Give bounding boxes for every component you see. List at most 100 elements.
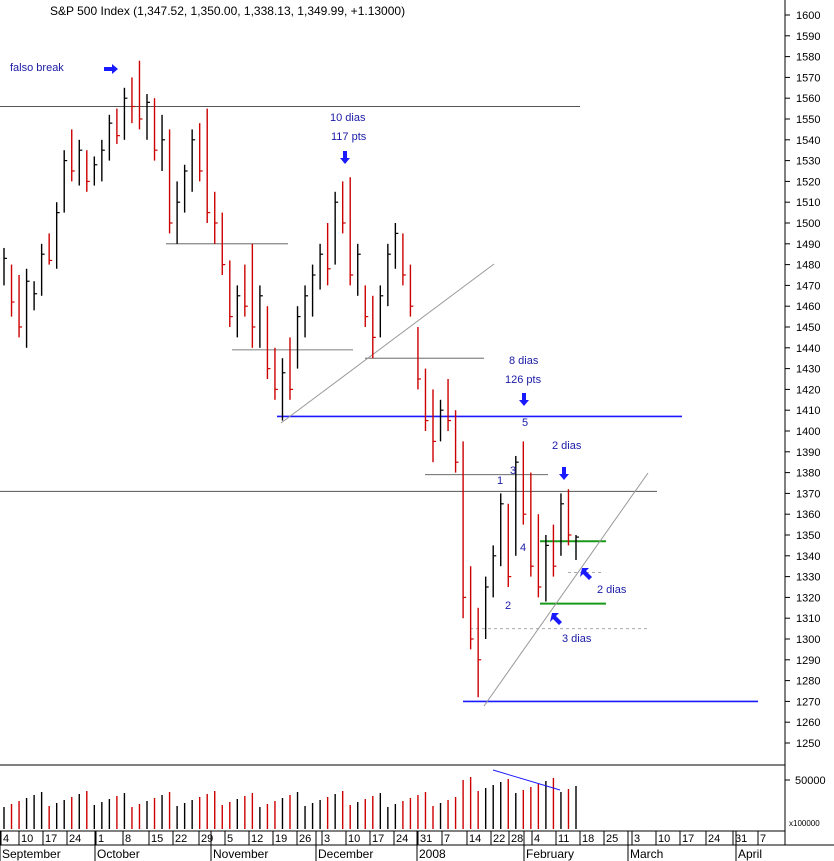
price-tick-label: 1580 (796, 52, 820, 64)
price-tick-label: 1530 (796, 156, 820, 168)
price-tick-label: 1420 (796, 384, 820, 396)
wave-1-label: 1 (497, 475, 503, 487)
down-arrow-icon (519, 393, 529, 406)
trend-line (280, 263, 495, 424)
price-tick-label: 1480 (796, 260, 820, 272)
price-tick-label: 1540 (796, 135, 820, 147)
annotations: falso break 10 dias 117 pts 8 dias 126 p… (10, 62, 627, 645)
month-label: December (318, 847, 373, 861)
price-tick-label: 1400 (796, 426, 820, 438)
price-tick-label: 1500 (796, 218, 820, 230)
eight-days-label: 8 dias (509, 355, 539, 367)
date-tick-label: 25 (606, 833, 618, 845)
price-tick-label: 1270 (796, 696, 820, 708)
month-label: November (213, 847, 268, 861)
price-tick-label: 1600 (796, 10, 820, 22)
month-label: September (2, 847, 61, 861)
date-tick-label: 4 (3, 833, 9, 845)
down-arrow-icon (340, 151, 350, 164)
date-tick-label: 24 (708, 833, 720, 845)
price-tick-label: 1440 (796, 343, 820, 355)
date-axis-ticks: 4 10 17 24 1 8 15 22 29 5 12 19 26 3 10 17 24 31 7 14 22 28 4 1… (0, 831, 766, 845)
month-labels: September October November December 2008 Febr… (0, 831, 762, 861)
price-tick-label: 1280 (796, 676, 820, 688)
wave-4-label: 4 (520, 542, 526, 554)
price-tick-label: 1320 (796, 592, 820, 604)
date-tick-label: 4 (534, 833, 540, 845)
price-tick-label: 1390 (796, 447, 820, 459)
down-arrow-icon (559, 467, 569, 480)
date-tick-label: 10 (21, 833, 33, 845)
month-label: October (97, 847, 140, 861)
date-tick-label: 10 (658, 833, 670, 845)
date-tick-label: 18 (582, 833, 594, 845)
price-tick-label: 1310 (796, 613, 820, 625)
price-tick-label: 1570 (796, 72, 820, 84)
price-tick-label: 1510 (796, 197, 820, 209)
volume-trend-line (492, 769, 561, 791)
price-tick-label: 1430 (796, 364, 820, 376)
date-tick-label: 1 (98, 833, 104, 845)
price-tick-label: 1460 (796, 301, 820, 313)
volume-tick-label: 50000 (795, 775, 826, 787)
date-tick-label: 22 (493, 833, 505, 845)
date-tick-label: 14 (469, 833, 481, 845)
date-tick-label: 3 (324, 833, 330, 845)
price-tick-label: 1560 (796, 93, 820, 105)
price-tick-label: 1260 (796, 717, 820, 729)
date-tick-label: 7 (760, 833, 766, 845)
date-tick-label: 15 (151, 833, 163, 845)
price-tick-label: 1410 (796, 405, 820, 417)
price-tick-label: 1290 (796, 655, 820, 667)
date-tick-label: 17 (45, 833, 57, 845)
price-tick-label: 1550 (796, 114, 820, 126)
volume-bars (3, 769, 790, 829)
date-tick-label: 26 (299, 833, 311, 845)
date-tick-label: 24 (69, 833, 81, 845)
price-tick-label: 1370 (796, 488, 820, 500)
price-tick-label: 1520 (796, 176, 820, 188)
date-tick-label: 12 (251, 833, 263, 845)
wave-2-label: 2 (505, 600, 511, 612)
price-axis-ticks: 1250 1260 1270 1280 1290 1300 1310 1320 1330 1340… (785, 10, 820, 750)
price-tick-label: 1300 (796, 634, 820, 646)
month-label: February (526, 847, 574, 861)
price-tick-label: 1380 (796, 468, 820, 480)
price-tick-label: 1250 (796, 738, 820, 750)
chart-title: S&P 500 Index (1,347.52, 1,350.00, 1,338… (50, 4, 405, 18)
volume-unit-label: x100000 (789, 819, 820, 828)
month-label: April (738, 847, 762, 861)
price-bars (3, 60, 579, 698)
price-tick-label: 1330 (796, 572, 820, 584)
date-tick-label: 3 (634, 833, 640, 845)
date-tick-label: 11 (558, 833, 569, 845)
date-tick-label: 28 (511, 833, 523, 845)
price-tick-label: 1360 (796, 509, 820, 521)
support-resistance-lines (0, 106, 758, 703)
price-tick-label: 1470 (796, 280, 820, 292)
date-tick-label: 19 (275, 833, 287, 845)
price-tick-label: 1350 (796, 530, 820, 542)
date-tick-label: 22 (175, 833, 187, 845)
three-days-label: 3 dias (562, 633, 592, 645)
month-label: March (630, 847, 663, 861)
126-pts-label: 126 pts (505, 374, 542, 386)
trend-lines (280, 263, 649, 707)
date-tick-label: 31 (735, 833, 747, 845)
ten-days-label: 10 dias (330, 112, 366, 124)
price-tick-label: 1340 (796, 551, 820, 563)
date-tick-label: 10 (348, 833, 360, 845)
price-tick-label: 1490 (796, 239, 820, 251)
trend-line (483, 472, 649, 707)
price-tick-label: 1450 (796, 322, 820, 334)
price-tick-label: 1590 (796, 31, 820, 43)
date-tick-label: 7 (444, 833, 450, 845)
date-tick-label: 31 (420, 833, 432, 845)
falso-break-label: falso break (10, 62, 64, 74)
date-tick-label: 8 (125, 833, 131, 845)
wave-3-label: 3 (510, 465, 516, 477)
up-left-arrow-icon (550, 613, 562, 625)
date-tick-label: 17 (682, 833, 694, 845)
date-tick-label: 29 (201, 833, 213, 845)
